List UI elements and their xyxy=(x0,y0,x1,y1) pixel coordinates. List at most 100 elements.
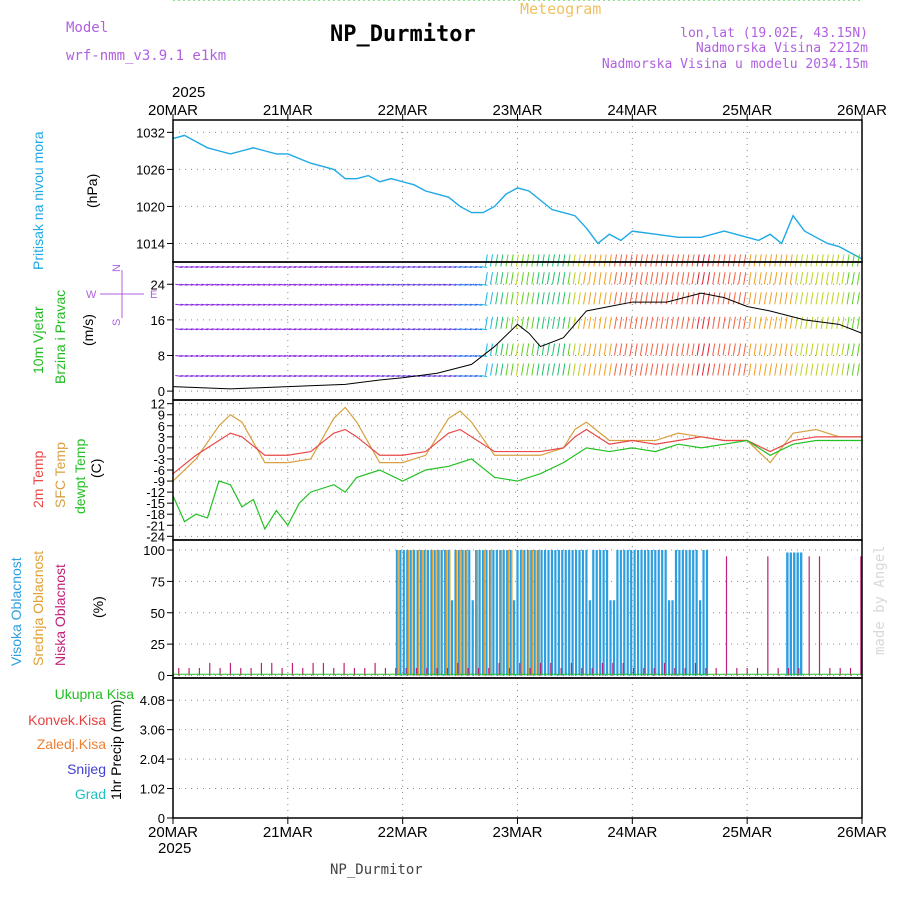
cloud-ytick-label: 0 xyxy=(158,668,165,683)
wind-barb xyxy=(407,265,415,268)
wind-barb xyxy=(856,272,860,285)
wind-barb xyxy=(634,316,638,329)
wind-barb xyxy=(825,272,829,285)
wind-barb xyxy=(753,254,757,267)
year-label-bottom: 2025 xyxy=(158,840,192,857)
wind-barb xyxy=(856,292,860,305)
pressure-label: Pritisak na nivou mora xyxy=(30,131,46,270)
wind-barb xyxy=(851,363,855,376)
wind-barb xyxy=(288,354,297,357)
cloud-label-2: Srednja Oblacnost xyxy=(30,550,46,666)
wind-barb xyxy=(789,254,793,267)
wind-barb xyxy=(619,343,623,356)
wind-barb xyxy=(175,354,183,357)
temp-label-1: 2m Temp xyxy=(30,450,46,508)
wind-barb xyxy=(825,343,829,356)
wind-barb xyxy=(583,363,587,376)
wind-barb xyxy=(206,265,214,268)
wind-barb xyxy=(546,363,550,376)
wind-barb xyxy=(252,303,260,306)
year-label-top: 2025 xyxy=(172,84,206,101)
time-label-bottom: 23MAR xyxy=(492,824,542,841)
wind-barb xyxy=(655,272,659,285)
wind-barb xyxy=(180,354,188,357)
wind-barb xyxy=(319,328,328,331)
wind-barb xyxy=(418,265,426,268)
wind-barb xyxy=(851,254,855,267)
wind-barb xyxy=(670,363,674,376)
wind-label-2: Brzina i Pravac xyxy=(52,289,68,384)
wind-barb xyxy=(541,292,545,305)
wind-barb xyxy=(423,283,431,286)
wind-barb xyxy=(397,303,405,306)
wind-barb xyxy=(743,343,747,356)
wind-barb xyxy=(557,363,561,376)
wind-barb xyxy=(645,363,649,376)
wind-barb xyxy=(433,375,441,378)
wind-barb xyxy=(226,375,235,378)
wind-barb xyxy=(774,343,778,356)
wind-barb xyxy=(449,303,457,306)
wind-barb xyxy=(691,254,695,267)
wind-barb xyxy=(371,354,379,357)
wind-barb xyxy=(299,303,307,306)
wind-barb xyxy=(655,343,659,356)
wind-barb xyxy=(841,254,845,267)
wind-barb xyxy=(593,292,597,305)
wind-barb xyxy=(846,343,850,356)
wind-barb xyxy=(794,363,798,376)
wind-barb xyxy=(769,254,773,267)
wind-barb xyxy=(263,265,271,268)
wind-barb xyxy=(242,354,250,357)
wind-barb xyxy=(206,328,214,331)
wind-barb xyxy=(645,272,649,285)
pressure-ytick-label: 1014 xyxy=(136,236,165,251)
wind-barb xyxy=(480,354,488,357)
wind-barb xyxy=(252,328,260,331)
wind-barb xyxy=(536,343,540,356)
wind-barb xyxy=(732,292,736,305)
wind-barb xyxy=(521,343,525,356)
compass-west: W xyxy=(86,289,97,301)
wind-barb xyxy=(603,316,607,329)
wind-barb xyxy=(185,328,193,331)
wind-barb xyxy=(738,254,742,267)
wind-barb xyxy=(531,316,535,329)
wind-barb xyxy=(345,375,353,378)
wind-barb xyxy=(500,292,504,305)
lonlat-label: lon,lat (19.02E, 43.15N) xyxy=(680,26,868,41)
wind-barb xyxy=(278,375,286,378)
wind-barb xyxy=(237,265,245,268)
wind-barb xyxy=(345,265,353,268)
wind-barb xyxy=(851,343,855,356)
pressure-ytick-label: 1026 xyxy=(136,162,165,177)
wind-barb xyxy=(371,328,379,331)
wind-barb xyxy=(722,272,726,285)
wind-barb xyxy=(800,292,804,305)
wind-barb xyxy=(407,328,415,331)
wind-barb xyxy=(459,354,467,357)
temp-label-3: dewpt Temp xyxy=(72,438,88,514)
wind-barb xyxy=(743,363,747,376)
wind-barb xyxy=(247,283,255,286)
wind-barb xyxy=(660,254,664,267)
wind-barb xyxy=(335,303,343,306)
wind-barb xyxy=(707,272,711,285)
wind-barb xyxy=(810,343,814,356)
legend-frozen: Zaledj.Kisa xyxy=(36,736,106,752)
wind-barb xyxy=(257,265,266,268)
wind-barb xyxy=(505,343,509,356)
wind-barb xyxy=(345,303,353,306)
wind-barb xyxy=(397,328,405,331)
wind-barb xyxy=(536,292,540,305)
wind-barb xyxy=(634,343,638,356)
wind-barb xyxy=(536,272,540,285)
wind-barb xyxy=(732,272,736,285)
wind-barb xyxy=(738,272,742,285)
wind-barb xyxy=(805,272,809,285)
altitude-label: Nadmorska Visina 2212m xyxy=(695,41,868,56)
wind-barb xyxy=(748,254,752,267)
wind-barb xyxy=(268,303,276,306)
wind-panel-frame xyxy=(172,261,863,401)
wind-barb xyxy=(185,303,193,306)
